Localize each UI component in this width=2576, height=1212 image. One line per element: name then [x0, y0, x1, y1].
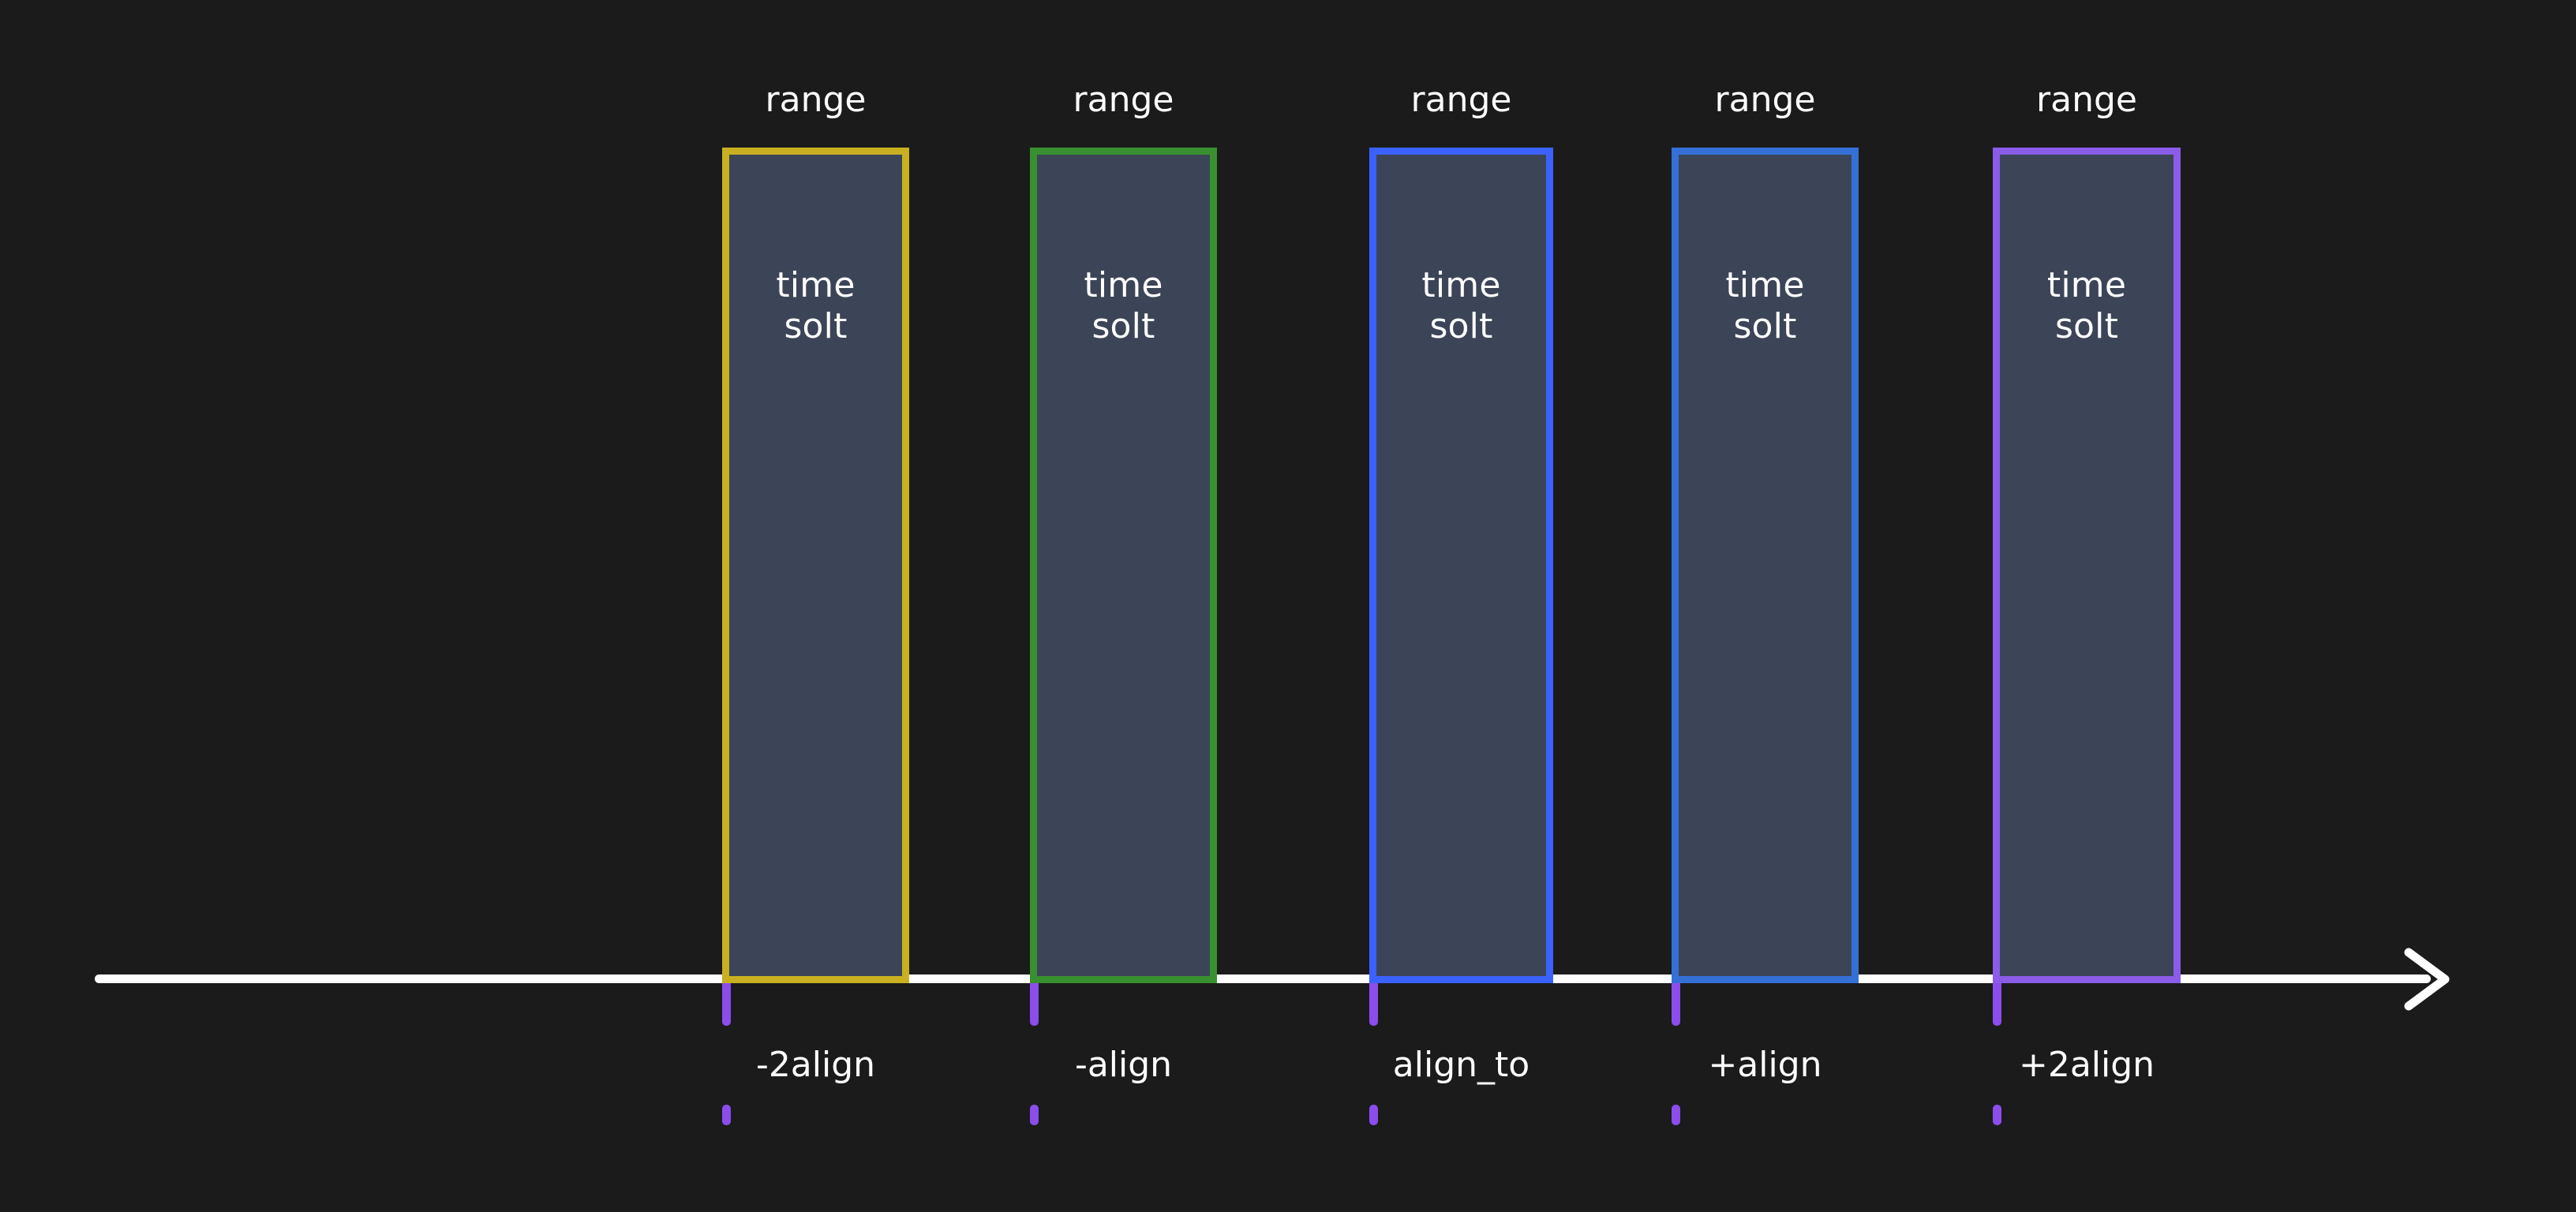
axis-tick-label: -align [1074, 1045, 1173, 1085]
time-slot-label: time solt [2046, 264, 2127, 346]
axis-tick-label: -2align [755, 1045, 876, 1085]
time-slot-label: time solt [1084, 264, 1163, 346]
range-caption: range [765, 80, 867, 120]
time-slot-box[interactable]: time solt [1993, 148, 2181, 983]
axis-tick-stub [1369, 1105, 1378, 1125]
axis-tick-label: +align [1708, 1045, 1822, 1085]
time-slot-box[interactable]: time solt [1672, 148, 1859, 983]
time-slot-box[interactable]: time solt [1369, 148, 1553, 983]
time-axis-line [95, 974, 2431, 983]
axis-tick-stub [722, 1105, 731, 1125]
axis-tick-label: +2align [2018, 1045, 2155, 1085]
axis-tick-stub [1030, 1105, 1039, 1125]
time-slot-box[interactable]: time solt [722, 148, 909, 983]
range-caption: range [1073, 80, 1174, 120]
range-caption: range [1714, 80, 1816, 120]
axis-tick-stub [1672, 1105, 1680, 1125]
range-caption: range [2036, 80, 2137, 120]
range-caption: range [1410, 80, 1512, 120]
axis-tick-label: align_to [1392, 1045, 1530, 1085]
time-slot-label: time solt [1725, 264, 1805, 346]
time-slot-box[interactable]: time solt [1030, 148, 1217, 983]
time-slot-label: time solt [1421, 264, 1501, 346]
arrow-right-icon [2399, 945, 2462, 1014]
axis-tick-stub [1993, 1105, 2001, 1125]
time-slot-label: time solt [776, 264, 856, 346]
